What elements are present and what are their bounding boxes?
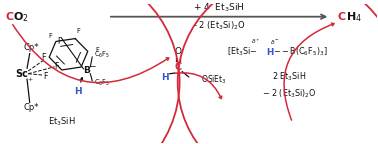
Text: F: F — [41, 53, 45, 62]
Text: Cp*: Cp* — [24, 103, 39, 112]
Text: H: H — [266, 48, 273, 57]
Text: - 2 (Et$_3$Si)$_2$O: - 2 (Et$_3$Si)$_2$O — [193, 19, 245, 32]
Text: $\delta^-$: $\delta^-$ — [270, 38, 279, 46]
Text: O$_2$: O$_2$ — [14, 10, 29, 24]
Text: + 4  Et$_3$SiH: + 4 Et$_3$SiH — [194, 1, 245, 14]
Text: F: F — [48, 33, 52, 39]
Text: Sc: Sc — [15, 69, 28, 79]
Text: Cp*: Cp* — [24, 43, 39, 53]
Text: $-$ 2 (Et$_3$Si)$_2$O: $-$ 2 (Et$_3$Si)$_2$O — [262, 88, 316, 100]
Text: $\delta^+$: $\delta^+$ — [251, 37, 260, 46]
Text: −: − — [89, 62, 95, 71]
Text: F: F — [76, 28, 80, 34]
Text: B: B — [83, 66, 90, 75]
Text: F: F — [95, 47, 99, 53]
Text: F: F — [43, 72, 47, 81]
Text: F: F — [54, 62, 59, 71]
Text: $--$B(C$_6$F$_5$)$_3]$: $--$B(C$_6$F$_5$)$_3]$ — [273, 46, 328, 58]
Text: C: C — [338, 12, 346, 22]
Text: Et$_3$SiH: Et$_3$SiH — [48, 115, 76, 128]
Text: C$_6$F$_5$: C$_6$F$_5$ — [93, 78, 110, 88]
Text: H$_4$: H$_4$ — [346, 10, 362, 24]
Text: +: + — [28, 77, 33, 83]
Text: O: O — [174, 47, 181, 56]
Text: 2 Et$_3$SiH: 2 Et$_3$SiH — [272, 71, 306, 84]
Text: OSiEt$_3$: OSiEt$_3$ — [201, 73, 227, 86]
Text: H: H — [161, 73, 169, 82]
Text: C: C — [5, 12, 13, 22]
Text: H: H — [74, 87, 82, 96]
Text: C$_6$F$_5$: C$_6$F$_5$ — [93, 50, 110, 60]
Text: C: C — [174, 62, 181, 72]
Text: $[$Et$_3$Si$-$: $[$Et$_3$Si$-$ — [227, 46, 257, 58]
Text: F: F — [57, 37, 61, 46]
